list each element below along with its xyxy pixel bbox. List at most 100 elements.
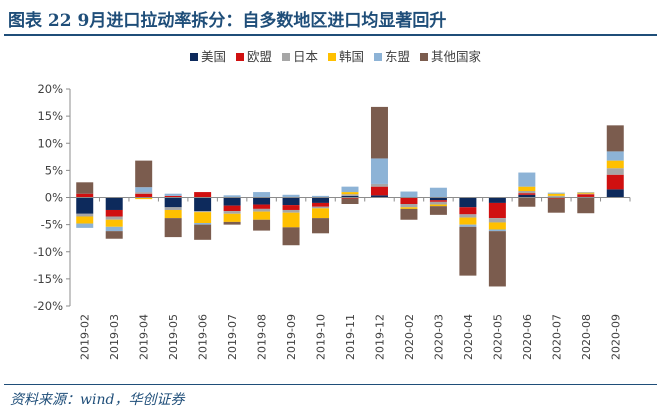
bar-segment (282, 212, 300, 228)
bar-segment (164, 218, 182, 238)
bar-segment (488, 197, 506, 203)
bar-segment (76, 223, 94, 228)
y-tick-label: 0% (45, 191, 63, 205)
legend-swatch (190, 53, 198, 61)
y-tick-label: -20% (33, 299, 63, 313)
bar-segment (459, 226, 477, 276)
bar-segment (577, 194, 595, 197)
legend-swatch (236, 53, 244, 61)
x-tick-label: 2020-07 (550, 314, 563, 360)
x-tick-label: 2019-08 (256, 314, 269, 360)
bar-segment (135, 192, 153, 194)
bar-segment (400, 204, 418, 208)
bar-segment (606, 174, 624, 190)
y-axis: 20% 15% 10% 5% 0% -5% -10% -15% -20% (33, 82, 71, 313)
x-axis: 2019-02 2019-03 2019-04 2019-05 2019-06 2019-… (69, 197, 631, 360)
bar-segment (518, 194, 536, 198)
bar-segment (459, 214, 477, 218)
x-tick-label: 2020-02 (403, 314, 416, 360)
bar-segment (105, 219, 123, 227)
bar-segment (253, 204, 271, 209)
bar-segment (164, 193, 182, 196)
bar-segment (429, 187, 447, 198)
bar-segment (370, 195, 388, 198)
bar-segment (312, 202, 330, 207)
bar-segment (577, 197, 595, 214)
x-tick-label: 2019-04 (138, 314, 151, 360)
bar-segment (164, 207, 182, 210)
legend-label: 日本 (293, 49, 319, 64)
bar-segment (253, 211, 271, 220)
bar-segment (341, 197, 359, 199)
bar-segment (76, 213, 94, 217)
legend-label: 美国 (201, 49, 226, 64)
y-tick-label: -10% (33, 245, 63, 259)
x-tick-label: 2019-09 (285, 314, 298, 360)
bar-segment (312, 218, 330, 234)
bar-segment (282, 205, 300, 210)
figure-title: 图表 22 9月进口拉动率拆分：自多数地区进口均显著回升 (8, 11, 447, 31)
bar-segment (606, 160, 624, 169)
bar-segment (76, 182, 94, 194)
bar-segment (459, 217, 477, 225)
bar-segment (606, 189, 624, 198)
bar-segment (459, 224, 477, 227)
bar-segment (253, 192, 271, 198)
legend-swatch (420, 53, 428, 61)
bar-segment (341, 192, 359, 195)
x-tick-label: 2020-08 (580, 314, 593, 360)
bar-segment (282, 197, 300, 206)
bar-segment (164, 195, 182, 198)
bar-segment (547, 192, 565, 194)
bar-segment (577, 193, 595, 195)
bar-segment (164, 197, 182, 208)
bar-segment (253, 208, 271, 212)
y-tick-label: -15% (33, 272, 63, 286)
bar-segment (194, 211, 212, 213)
bar-segment (223, 213, 241, 222)
bar-segment (341, 195, 359, 198)
y-tick-label: 5% (45, 163, 63, 177)
bar-segment (429, 204, 447, 207)
bar-segment (135, 160, 153, 188)
x-tick-label: 2019-10 (315, 314, 328, 360)
bar-segment (194, 212, 212, 223)
bar-segment (577, 192, 595, 194)
bar-segment (282, 194, 300, 198)
legend-label: 韩国 (339, 49, 364, 64)
legend-label: 其他国家 (431, 49, 482, 64)
bar-segment (341, 194, 359, 196)
bar-segment (194, 192, 212, 198)
bar-segment (429, 201, 447, 205)
bar-segment (459, 197, 477, 208)
bar-segment (223, 211, 241, 214)
bar-segment (194, 224, 212, 240)
bar-segment (400, 197, 418, 205)
x-tick-label: 2019-03 (108, 314, 121, 360)
bar-segment (253, 197, 271, 205)
y-tick-label: 10% (37, 136, 63, 150)
bar-segment (518, 186, 536, 191)
bar-segment (547, 198, 565, 213)
x-tick-label: 2020-03 (432, 314, 445, 360)
bar-segment (488, 229, 506, 232)
bar-segment (76, 193, 94, 198)
x-tick-label: 2020-06 (521, 314, 534, 360)
bar-segment (76, 197, 94, 214)
bar-segment (518, 190, 536, 194)
chart-legend: 美国 欧盟 日本 韩国 东盟 其他国家 (190, 49, 482, 64)
bar-segment (282, 209, 300, 213)
bar-segment (400, 191, 418, 198)
bar-segment (518, 172, 536, 187)
bar-segment (105, 197, 123, 210)
bar-segment (547, 197, 565, 199)
bar-segment (547, 195, 565, 197)
bar-segment (194, 197, 212, 212)
bar-segment (370, 183, 388, 187)
x-tick-label: 2019-11 (344, 314, 357, 360)
bar-segment (135, 197, 153, 200)
bar-segment (400, 208, 418, 220)
bar-segment (105, 209, 123, 217)
bar-segment (547, 193, 565, 196)
bar-segment (488, 222, 506, 230)
